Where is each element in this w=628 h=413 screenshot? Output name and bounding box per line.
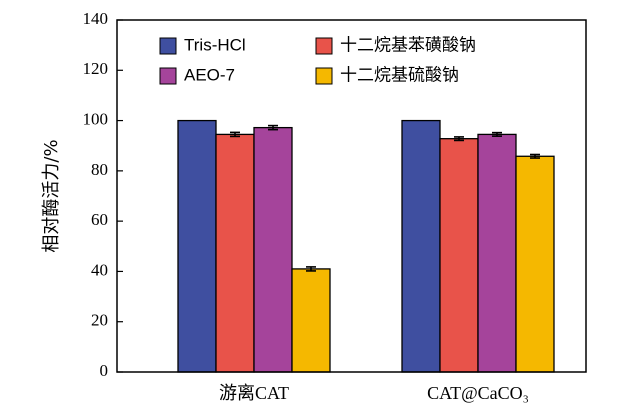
- bar: [215, 133, 255, 373]
- legend-swatch: [159, 37, 177, 55]
- legend-swatch: [159, 67, 177, 85]
- legend: Tris-HCl 十二烷基苯磺酸钠 AEO-7 十二烷基硫酸钠: [159, 35, 476, 85]
- legend-label: Tris-HCl: [184, 35, 246, 54]
- y-tick-label: 140: [83, 9, 109, 28]
- y-tick-label: 60: [91, 210, 108, 229]
- bar: [439, 138, 479, 373]
- legend-swatch: [315, 67, 333, 85]
- y-tick-label: 0: [100, 361, 109, 380]
- x-category-label: CAT@CaCO₃: [427, 383, 529, 403]
- y-axis-title: 相对酶活力/%: [41, 139, 62, 252]
- x-category-label: 游离CAT: [219, 383, 289, 403]
- legend-swatch: [315, 37, 333, 55]
- plot-frame: [116, 19, 587, 373]
- y-tick-label: 40: [91, 260, 108, 279]
- legend-label: 十二烷基硫酸钠: [340, 65, 459, 84]
- bar: [477, 133, 517, 373]
- y-ticks: 0 20 40 60 80 100 120 140: [83, 9, 123, 380]
- y-tick-label: 20: [91, 311, 108, 330]
- bar: [253, 126, 293, 373]
- bar: [515, 155, 555, 373]
- y-tick-label: 80: [91, 160, 108, 179]
- bar: [291, 268, 331, 373]
- x-category-labels: 游离CAT CAT@CaCO₃: [219, 383, 529, 403]
- legend-label: AEO-7: [184, 65, 235, 84]
- bars-layer: [177, 119, 555, 373]
- y-tick-label: 120: [83, 59, 109, 78]
- y-tick-label: 100: [83, 109, 109, 128]
- bar: [177, 119, 217, 373]
- legend-label: 十二烷基苯磺酸钠: [340, 35, 476, 54]
- axes-layer: [116, 19, 587, 373]
- bar: [401, 119, 441, 373]
